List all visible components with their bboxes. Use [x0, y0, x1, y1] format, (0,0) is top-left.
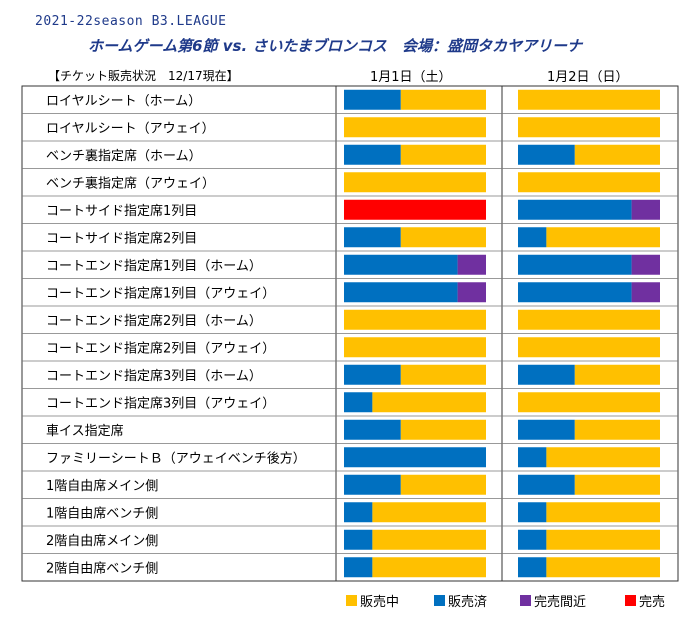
bar-segment-sold-out [344, 199, 486, 220]
bar-segment-on-sale [546, 557, 660, 578]
seat-category-label: ロイヤルシート（アウェイ） [46, 121, 215, 136]
seat-category-label: コートサイド指定席1列目 [46, 203, 197, 219]
bar-segment-sold [518, 364, 575, 385]
bar-segment-on-sale [546, 227, 660, 248]
bar-segment-sold [518, 227, 547, 248]
bar-segment-sold [344, 557, 373, 578]
legend-swatch-sold [434, 594, 445, 606]
bar-segment-on-sale [574, 364, 660, 385]
legend-label-sold-out: 完売 [639, 594, 666, 610]
bar-segment-on-sale [518, 89, 660, 110]
seat-category-label: 1階自由席ベンチ側 [46, 505, 158, 521]
bar-segment-on-sale [400, 144, 486, 165]
seat-category-label: ベンチ裏指定席（ホーム） [46, 148, 202, 164]
bar-segment-sold [518, 282, 632, 303]
bar-segment-sold [518, 529, 547, 550]
bar-segment-on-sale [400, 364, 486, 385]
legend-item-sold: 販売済 [434, 591, 488, 610]
seat-category-label: コートエンド指定席2列目（アウェイ） [46, 340, 275, 356]
legend-label-sold: 販売済 [448, 594, 488, 610]
bar-segment-on-sale [574, 144, 660, 165]
bar-segment-sold [518, 419, 575, 440]
bar-segment-sold [518, 199, 632, 220]
bar-segment-sold [344, 447, 486, 468]
bar-segment-sold [344, 89, 401, 110]
bar-segment-on-sale [344, 309, 486, 330]
seat-category-label: コートエンド指定席1列目（アウェイ） [46, 285, 275, 301]
legend-swatch-almost-sold-out [520, 594, 531, 606]
bar-segment-on-sale [372, 392, 486, 413]
bar-segment-sold [344, 502, 373, 523]
legend-label-almost-sold-out: 完売間近 [534, 594, 587, 610]
bar-segment-sold [344, 474, 401, 495]
bar-segment-sold [344, 254, 458, 275]
bar-segment-sold [344, 282, 458, 303]
game-title: ホームゲーム第6節 vs. さいたまブロンコス 会場：盛岡タカヤアリーナ [88, 37, 582, 55]
bar-segment-on-sale [400, 474, 486, 495]
legend-label-on-sale: 販売中 [360, 594, 400, 610]
bar-segment-sold [344, 529, 373, 550]
bar-segment-on-sale [344, 337, 486, 358]
ticket-status-heading: 【チケット販売状況 12/17現在】 [48, 69, 239, 83]
seat-category-label: ロイヤルシート（ホーム） [46, 94, 201, 109]
bar-segment-sold [344, 392, 373, 413]
bar-segment-on-sale [344, 172, 486, 193]
bar-segment-on-sale [574, 474, 660, 495]
bar-segment-sold [344, 144, 401, 165]
date-header-day2: 1月2日（日） [547, 70, 629, 85]
bar-segment-on-sale [372, 502, 486, 523]
bar-segment-on-sale [344, 117, 486, 138]
legend-item-almost-sold-out: 完売間近 [520, 591, 587, 610]
bar-segment-on-sale [574, 419, 660, 440]
seat-category-label: コートエンド指定席3列目（アウェイ） [46, 395, 275, 411]
legend-item-sold-out: 完売 [625, 591, 666, 610]
bar-segment-almost [631, 282, 660, 303]
bar-segment-almost [457, 282, 486, 303]
seat-category-label: コートエンド指定席2列目（ホーム） [46, 313, 262, 329]
bar-segment-sold [518, 557, 547, 578]
seat-category-label: ファミリーシートＢ（アウェイベンチ後方） [46, 450, 306, 466]
date-header-day1: 1月1日（土） [370, 70, 452, 85]
bar-segment-almost [457, 254, 486, 275]
seat-category-label: 車イス指定席 [46, 423, 124, 439]
bar-segment-sold [518, 447, 547, 468]
bar-segment-on-sale [400, 227, 486, 248]
seat-category-label: 2階自由席ベンチ側 [46, 560, 158, 576]
bar-segment-on-sale [400, 89, 486, 110]
bar-segment-on-sale [546, 529, 660, 550]
season-title: 2021-22season B3.LEAGUE [35, 14, 227, 29]
seat-category-label: ベンチ裏指定席（アウェイ） [46, 175, 215, 191]
seat-category-label: 1階自由席メイン側 [46, 478, 158, 494]
bar-segment-on-sale [518, 172, 660, 193]
bar-segment-on-sale [518, 392, 660, 413]
bar-segment-sold [518, 502, 547, 523]
seat-category-label: コートエンド指定席3列目（ホーム） [46, 368, 262, 384]
bar-segment-on-sale [372, 557, 486, 578]
legend-swatch-sold-out [625, 594, 636, 606]
bar-segment-on-sale [400, 419, 486, 440]
seat-category-label: コートサイド指定席2列目 [46, 230, 197, 246]
bar-segment-sold [344, 364, 401, 385]
bar-segment-almost [631, 199, 660, 220]
bar-segment-sold [344, 227, 401, 248]
legend-item-on-sale: 販売中 [346, 591, 400, 610]
bar-segment-sold [344, 419, 401, 440]
seat-category-label: 2階自由席メイン側 [46, 533, 158, 549]
bar-segment-on-sale [518, 117, 660, 138]
bar-segment-on-sale [518, 337, 660, 358]
bar-segment-on-sale [546, 447, 660, 468]
seat-category-label: コートエンド指定席1列目（ホーム） [46, 258, 262, 274]
bar-segment-on-sale [546, 502, 660, 523]
bar-segment-sold [518, 144, 575, 165]
legend-swatch-on-sale [346, 594, 357, 606]
bar-segment-sold [518, 474, 575, 495]
bar-segment-sold [518, 254, 632, 275]
bar-segment-on-sale [372, 529, 486, 550]
bar-segment-almost [631, 254, 660, 275]
bar-segment-on-sale [518, 309, 660, 330]
